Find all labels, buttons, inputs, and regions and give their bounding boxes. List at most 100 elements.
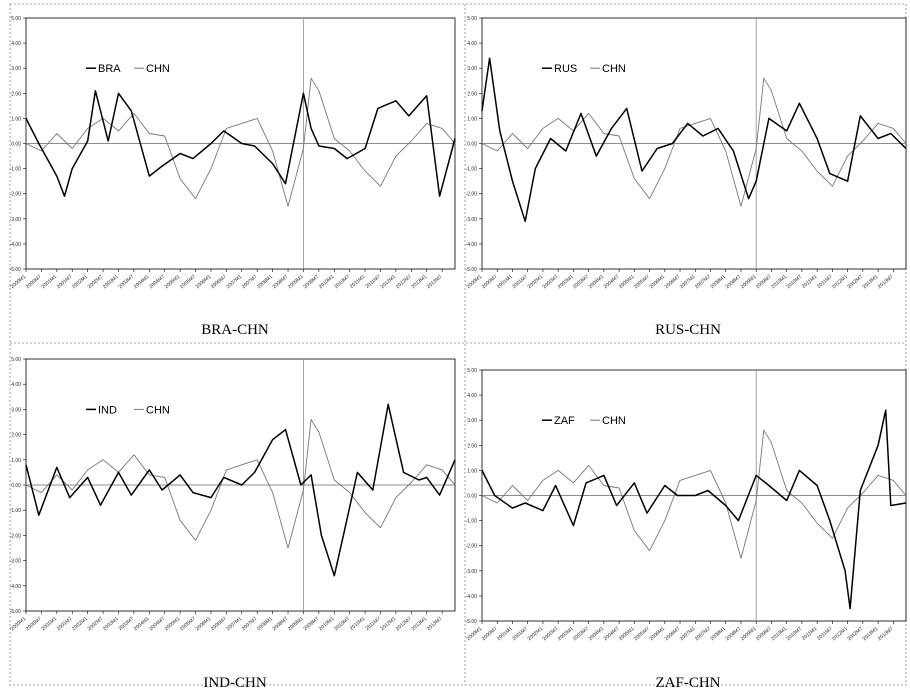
x-tick-label: 2012M1 (831, 274, 849, 290)
chart-zaf-chn: 5.00 4.00 3.00 2.00 1.00 0.00 -1.00 -2.00 -3.00 -… (466, 368, 907, 642)
x-tick-label: 2006M7 (210, 616, 228, 632)
y-tick-label: 5.00 (11, 16, 21, 22)
y-tick-label: -4.00 (10, 584, 22, 590)
panel-title-bra-chn: BRA-CHN (201, 322, 269, 338)
x-tick-label: 2007M7 (694, 626, 712, 642)
x-tick-label: 2008M7 (272, 274, 290, 290)
y-tick-label: 5.00 (11, 357, 21, 363)
series-line-chn (25, 77, 456, 207)
x-tick-label: 2008M1 (256, 274, 274, 290)
series-line-rus (481, 57, 907, 223)
x-tick-label: 2009M7 (302, 616, 320, 632)
y-tick-label: 0.00 (11, 142, 21, 148)
legend-label-chn: CHN (602, 415, 626, 427)
y-tick-label: -3.00 (10, 559, 22, 565)
x-tick-label: 2010M1 (318, 274, 336, 290)
y-tick-label: 0.00 (467, 494, 477, 500)
x-tick-label: 2007M7 (241, 274, 259, 290)
x-tick-label: 2012M1 (379, 616, 397, 632)
chart-rus-chn: 5.00 4.00 3.00 2.00 1.00 0.00 -1.00 -2.00 -3.00 -… (466, 16, 907, 290)
x-tick-label: 2010M1 (770, 274, 788, 290)
x-tick-label: 2010M7 (333, 616, 351, 632)
x-tick-label: 2001M7 (511, 274, 529, 290)
x-tick-label: 2005M7 (633, 274, 651, 290)
x-tick-label: 2009M1 (740, 274, 758, 290)
x-tick-label: 2008M1 (256, 616, 274, 632)
y-tick-label: 0.00 (11, 483, 21, 489)
x-tick-label: 2008M1 (709, 274, 727, 290)
x-tick-label: 2012M1 (831, 626, 849, 642)
x-tick-label: 2006M7 (664, 274, 682, 290)
legend-label-bra: BRA (98, 63, 121, 75)
y-tick-label: -4.00 (10, 242, 22, 248)
x-tick-label: 2011M7 (816, 274, 834, 290)
legend-label-chn: CHN (146, 404, 170, 416)
x-tick-label: 2002M1 (527, 626, 545, 642)
x-tick-label: 2013M1 (862, 274, 880, 290)
x-tick-label: 2004M1 (587, 274, 605, 290)
series-line-chn (481, 429, 907, 559)
y-tick-label: -2.00 (466, 192, 478, 198)
series-line-bra (25, 90, 456, 197)
y-tick-label: -3.00 (466, 217, 478, 223)
series-line-ind (25, 403, 456, 577)
x-tick-label: 2005M7 (179, 616, 197, 632)
x-tick-label: 2012M1 (379, 274, 397, 290)
x-tick-label: 2013M7 (426, 616, 444, 632)
panel-title-rus-chn: RUS-CHN (655, 322, 721, 338)
y-tick-label: -5.00 (466, 267, 478, 273)
y-tick-label: 4.00 (11, 41, 21, 47)
x-tick-label: 2003M1 (102, 274, 120, 290)
x-tick-label: 2009M7 (302, 274, 320, 290)
x-tick-label: 2001M7 (56, 616, 74, 632)
x-tick-label: 2011M7 (364, 616, 382, 632)
y-tick-label: -2.00 (466, 544, 478, 550)
y-tick-label: -5.00 (10, 609, 22, 615)
legend-label-rus: RUS (554, 63, 577, 75)
x-tick-label: 2000M7 (481, 626, 499, 642)
y-tick-label: -1.00 (466, 167, 478, 173)
x-tick-label: 2002M1 (71, 616, 89, 632)
x-tick-label: 2008M7 (725, 626, 743, 642)
y-tick-label: 0.00 (467, 142, 477, 148)
y-tick-label: 4.00 (467, 393, 477, 399)
panel-title-ind-chn: IND-CHN (203, 675, 266, 689)
x-tick-label: 2012M7 (846, 626, 864, 642)
x-tick-label: 2003M7 (572, 626, 590, 642)
x-tick-label: 2006M7 (210, 274, 228, 290)
series-line-chn (25, 419, 456, 549)
x-tick-label: 2012M7 (395, 616, 413, 632)
y-tick-label: -3.00 (10, 217, 22, 223)
x-tick-label: 2006M1 (648, 274, 666, 290)
x-tick-label: 2010M7 (785, 274, 803, 290)
y-tick-label: -5.00 (466, 619, 478, 625)
y-tick-label: 3.00 (11, 66, 21, 72)
x-tick-label: 2002M7 (542, 626, 560, 642)
x-tick-label: 2000M1 (466, 626, 484, 642)
x-tick-label: 2011M1 (801, 274, 819, 290)
x-tick-label: 2000M1 (10, 616, 28, 632)
x-tick-label: 2010M1 (318, 616, 336, 632)
x-tick-label: 2008M7 (272, 616, 290, 632)
x-tick-label: 2000M1 (10, 274, 28, 290)
x-tick-label: 2012M7 (395, 274, 413, 290)
x-tick-label: 2004M1 (133, 274, 151, 290)
y-tick-label: -1.00 (10, 508, 22, 514)
panel-title-zaf-chn: ZAF-CHN (655, 675, 720, 689)
x-tick-label: 2003M7 (117, 274, 135, 290)
x-tick-label: 2002M1 (71, 274, 89, 290)
x-tick-label: 2007M7 (694, 274, 712, 290)
x-tick-label: 2001M7 (56, 274, 74, 290)
x-tick-label: 2008M1 (709, 626, 727, 642)
x-tick-label: 2006M1 (195, 616, 213, 632)
x-tick-label: 2005M1 (618, 626, 636, 642)
x-tick-label: 2003M1 (557, 626, 575, 642)
x-tick-label: 2002M1 (527, 274, 545, 290)
y-tick-label: -1.00 (10, 167, 22, 173)
series-line-zaf (481, 409, 907, 610)
outer-frame (9, 3, 907, 686)
y-tick-label: 4.00 (467, 41, 477, 47)
y-tick-label: 3.00 (11, 407, 21, 413)
x-tick-label: 2001M1 (40, 274, 58, 290)
x-tick-label: 2006M1 (648, 626, 666, 642)
